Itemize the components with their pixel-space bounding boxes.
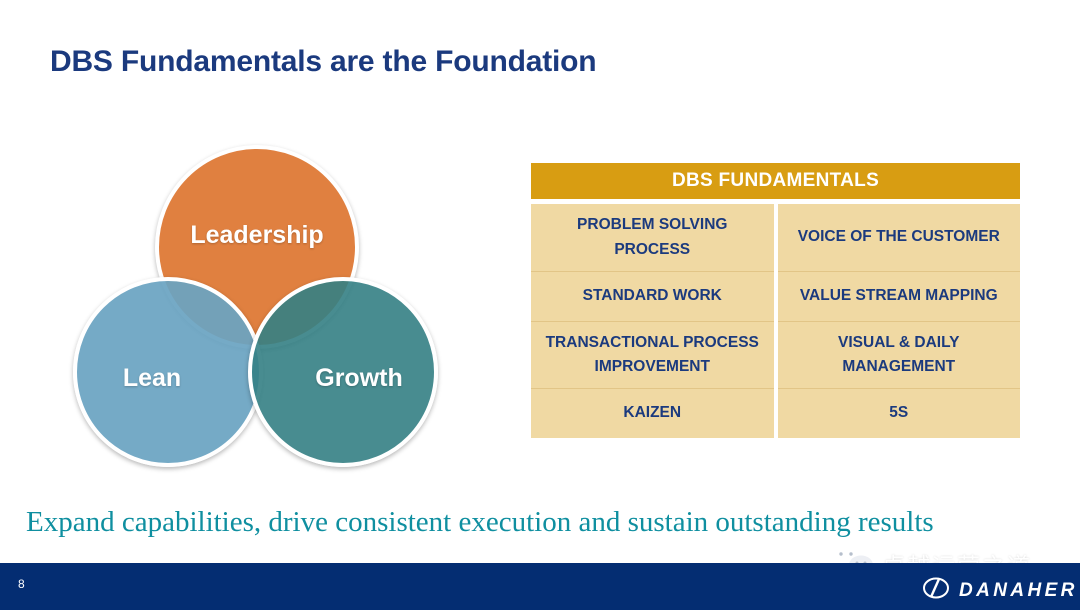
venn-label-leadership: Leadership bbox=[190, 220, 324, 249]
venn-diagram: Leadership Lean Growth bbox=[60, 135, 460, 475]
table-cell-left: PROBLEM SOLVING PROCESS bbox=[531, 204, 774, 271]
table-cell-right: VOICE OF THE CUSTOMER bbox=[777, 204, 1020, 271]
table-cell-right: 5S bbox=[777, 388, 1020, 438]
venn-circle-growth: Growth bbox=[248, 277, 438, 467]
table-row: KAIZEN 5S bbox=[531, 388, 1020, 438]
table-cell-right: VISUAL & DAILY MANAGEMENT bbox=[777, 321, 1020, 388]
footer-bar: 8 bbox=[0, 563, 1080, 610]
table-row: STANDARD WORK VALUE STREAM MAPPING bbox=[531, 271, 1020, 321]
page-title: DBS Fundamentals are the Foundation bbox=[50, 45, 597, 78]
danaher-logo: DANAHER bbox=[922, 575, 1078, 606]
table-cell-left: TRANSACTIONAL PROCESS IMPROVEMENT bbox=[531, 321, 774, 388]
dbs-fundamentals-table: DBS FUNDAMENTALS PROBLEM SOLVING PROCESS… bbox=[531, 163, 1020, 438]
table-cell-left: KAIZEN bbox=[531, 388, 774, 438]
table-header: DBS FUNDAMENTALS bbox=[531, 163, 1020, 199]
danaher-wordmark: DANAHER bbox=[959, 579, 1078, 601]
venn-label-growth: Growth bbox=[315, 363, 403, 392]
venn-label-lean: Lean bbox=[122, 363, 182, 392]
table-row: TRANSACTIONAL PROCESS IMPROVEMENT VISUAL … bbox=[531, 321, 1020, 388]
table-cell-right: VALUE STREAM MAPPING bbox=[777, 271, 1020, 321]
table-cell-left: STANDARD WORK bbox=[531, 271, 774, 321]
page-number: 8 bbox=[18, 577, 25, 591]
slide-tagline: Expand capabilities, drive consistent ex… bbox=[26, 506, 934, 538]
table-body: PROBLEM SOLVING PROCESS VOICE OF THE CUST… bbox=[531, 204, 1020, 438]
danaher-d-mark-icon bbox=[922, 575, 952, 606]
table-row: PROBLEM SOLVING PROCESS VOICE OF THE CUST… bbox=[531, 204, 1020, 271]
venn-circle-lean: Lean bbox=[73, 277, 263, 467]
